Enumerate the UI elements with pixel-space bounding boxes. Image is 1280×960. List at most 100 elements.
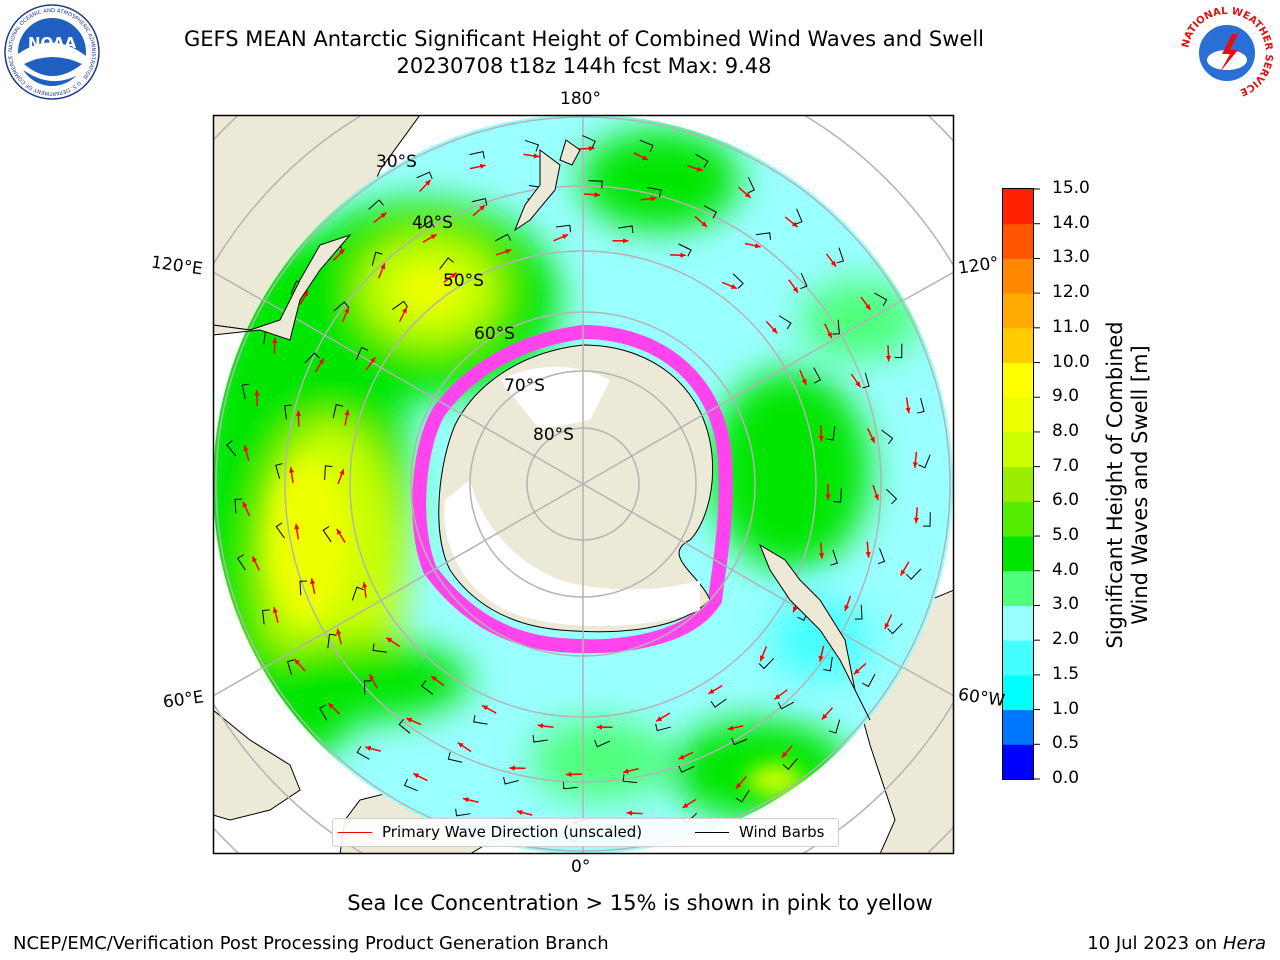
wind-barb	[836, 247, 845, 264]
colorbar-segment	[1003, 536, 1033, 572]
colorbar-tick-label: 6.0	[1052, 490, 1080, 511]
chart-title: GEFS MEAN Antarctic Significant Height o…	[183, 27, 985, 51]
wind-barb	[473, 714, 488, 725]
wind-barb	[874, 292, 888, 307]
wave-arrow-head	[905, 407, 911, 414]
wave-arrow-head	[855, 381, 861, 388]
wind-barb	[830, 549, 838, 566]
wind-barb	[392, 300, 409, 310]
wave-arrow-head	[708, 688, 715, 694]
wind-barb	[829, 719, 841, 734]
wind-barb	[778, 315, 792, 330]
wind-barb	[262, 609, 270, 625]
wind-barb	[758, 658, 775, 670]
colorbar-segment	[1003, 640, 1033, 676]
wave-direction-arrows	[226, 135, 931, 843]
wave-arrow-head	[623, 238, 629, 244]
wind-barb	[439, 257, 454, 270]
lat-label-60s: 60°S	[474, 324, 515, 344]
wave-arrow-head	[771, 327, 778, 334]
wave-arrow-head	[516, 809, 523, 816]
wave-arrow-head	[430, 234, 437, 240]
wind-barb	[710, 698, 727, 708]
colorbar-tick-label: 12.0	[1052, 282, 1090, 303]
footer-date: 10 Jul 2023 on Hera	[1087, 933, 1266, 954]
wave-direction-legend-line	[338, 832, 372, 833]
wind-barb	[418, 220, 435, 230]
colorbar-tick-label: 9.0	[1052, 386, 1080, 407]
wave-arrow-head	[844, 604, 850, 611]
wind-barb	[877, 548, 886, 565]
lat-label-70s: 70°S	[504, 376, 545, 396]
wave-arrow-head	[818, 655, 824, 662]
wave-arrow-head	[462, 797, 469, 803]
footer-host: Hera	[1222, 933, 1266, 954]
wave-arrow-head	[505, 249, 512, 255]
wind-barb	[823, 656, 833, 672]
wave-arrow-head	[825, 494, 831, 500]
wave-arrow-head	[565, 771, 572, 777]
wind-barb	[800, 272, 808, 290]
wave-arrow-head	[791, 221, 798, 228]
wave-arrow-head	[696, 166, 703, 172]
colorbar-segment	[1003, 293, 1033, 329]
wave-arrow-head	[735, 782, 742, 789]
wave-arrow-head	[913, 517, 920, 524]
wave-arrow-head	[818, 553, 825, 559]
wind-barb	[894, 343, 903, 359]
wind-barb	[923, 512, 931, 527]
wave-arrow-head	[821, 713, 828, 720]
wave-arrow-head	[873, 494, 879, 501]
wind-barb	[918, 454, 931, 469]
wave-arrow-head	[774, 694, 781, 700]
wind-barb	[795, 208, 803, 225]
wind-barb	[363, 680, 372, 695]
colorbar-segment	[1003, 258, 1033, 294]
wind-barb	[777, 701, 795, 710]
colorbar-tick-label: 1.5	[1052, 663, 1080, 684]
colorbar-tick-label: 8.0	[1052, 420, 1080, 441]
lat-label-30s: 30°S	[376, 152, 417, 172]
colorbar-tick-label: 0.0	[1052, 768, 1080, 788]
wind-barb	[854, 604, 863, 620]
wave-arrow-head	[339, 469, 345, 476]
colorbar-tick-label: 14.0	[1052, 212, 1090, 233]
wave-arrow-head	[781, 751, 788, 758]
colorbar-segment	[1003, 327, 1033, 364]
wave-arrow-head	[744, 192, 751, 198]
wind-barb	[639, 139, 654, 153]
sea-ice-caption: Sea Ice Concentration > 15% is shown in …	[347, 891, 933, 915]
wave-arrow-head	[588, 145, 595, 152]
wind-barb	[905, 568, 922, 580]
wind-barb	[655, 723, 671, 732]
colorbar-tick-label: 0.5	[1052, 733, 1080, 754]
wind-barb	[471, 197, 488, 206]
wind-barb	[782, 758, 798, 770]
wave-arrow-head	[885, 355, 892, 362]
wind-barb	[234, 498, 243, 514]
wave-arrow-head	[759, 655, 765, 662]
wind-barb	[355, 346, 369, 361]
wind-barb	[862, 372, 870, 389]
wave-arrow-head	[678, 754, 685, 760]
wave-arrow-head	[793, 606, 798, 613]
colorbar-tick-label: 5.0	[1052, 525, 1080, 546]
wind-barb	[455, 808, 471, 817]
wind-barbs-legend-line	[695, 832, 729, 833]
wave-arrow-head	[413, 773, 420, 779]
colorbar-segment	[1003, 189, 1033, 225]
wind-barb	[833, 488, 842, 503]
wave-arrow-head	[386, 637, 393, 643]
wind-barb	[622, 774, 638, 784]
wind-barb	[832, 319, 840, 335]
wind-barb	[356, 746, 370, 760]
colorbar-tick-label: 7.0	[1052, 455, 1080, 476]
wind-barb	[332, 403, 344, 419]
wind-barb	[618, 225, 634, 233]
wind-barb	[678, 243, 692, 257]
wind-barb	[755, 232, 771, 240]
wave-arrow-head	[344, 307, 350, 314]
wind-barb	[284, 404, 292, 420]
nws-logo: NATIONAL WEATHER SERVICE	[1179, 5, 1275, 101]
wind-barb	[731, 737, 748, 746]
